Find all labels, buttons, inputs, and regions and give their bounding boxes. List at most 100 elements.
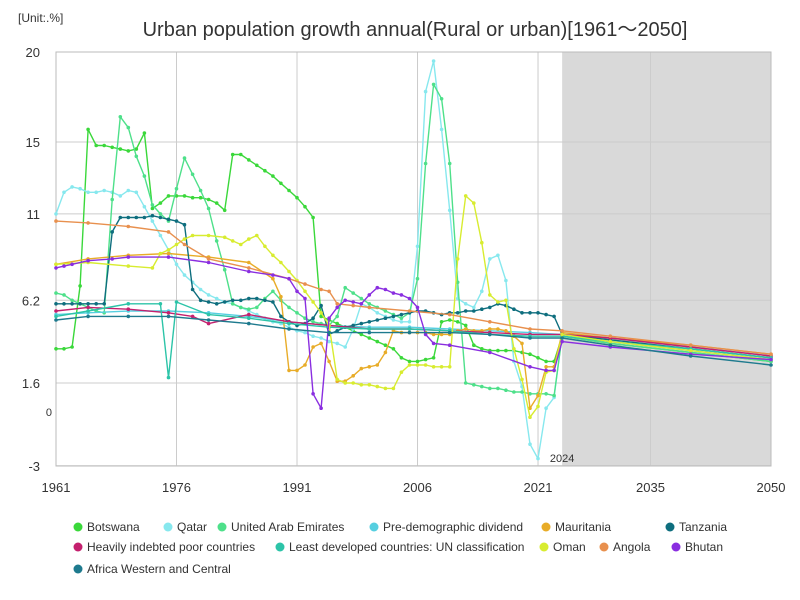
data-point[interactable] [327, 359, 331, 364]
data-point[interactable] [54, 262, 58, 267]
data-point[interactable] [206, 197, 211, 202]
data-point[interactable] [383, 343, 388, 348]
data-point[interactable] [166, 251, 171, 256]
data-point[interactable] [70, 302, 74, 306]
data-point[interactable] [287, 269, 291, 274]
data-point[interactable] [544, 365, 548, 369]
data-point[interactable] [126, 302, 131, 306]
data-point[interactable] [407, 359, 412, 364]
data-point[interactable] [182, 156, 187, 160]
data-point[interactable] [504, 298, 508, 303]
data-point[interactable] [496, 348, 500, 353]
data-point[interactable] [118, 194, 123, 198]
data-point[interactable] [86, 190, 90, 195]
data-point[interactable] [198, 298, 203, 303]
data-point[interactable] [399, 320, 404, 324]
data-point[interactable] [335, 377, 340, 382]
data-point[interactable] [367, 336, 372, 340]
data-point[interactable] [375, 285, 380, 290]
data-point[interactable] [166, 375, 171, 380]
legend-item[interactable]: Tanzania [665, 520, 728, 534]
data-point[interactable] [247, 316, 251, 321]
data-point[interactable] [86, 258, 90, 263]
data-point[interactable] [54, 314, 58, 319]
data-point[interactable] [239, 305, 243, 310]
data-point[interactable] [488, 386, 492, 391]
data-point[interactable] [375, 384, 380, 389]
data-point[interactable] [447, 343, 452, 348]
data-point[interactable] [118, 215, 123, 220]
data-point[interactable] [343, 381, 348, 385]
data-point[interactable] [214, 302, 219, 306]
data-point[interactable] [472, 383, 476, 387]
data-point[interactable] [54, 212, 58, 216]
data-point[interactable] [359, 296, 364, 301]
data-point[interactable] [214, 296, 219, 301]
data-point[interactable] [536, 393, 540, 398]
data-point[interactable] [311, 300, 315, 304]
data-point[interactable] [182, 237, 187, 241]
data-point[interactable] [319, 311, 323, 315]
data-point[interactable] [391, 329, 396, 333]
data-point[interactable] [166, 217, 171, 222]
data-point[interactable] [198, 195, 203, 200]
data-point[interactable] [239, 298, 243, 303]
legend-item[interactable]: Pre-demographic dividend [369, 520, 524, 534]
data-point[interactable] [423, 357, 428, 362]
data-point[interactable] [439, 332, 444, 337]
data-point[interactable] [512, 390, 516, 394]
data-point[interactable] [126, 255, 131, 259]
data-point[interactable] [447, 318, 452, 322]
data-point[interactable] [142, 215, 147, 220]
data-point[interactable] [560, 332, 564, 337]
data-point[interactable] [319, 303, 323, 308]
data-point[interactable] [287, 188, 291, 193]
data-point[interactable] [488, 293, 492, 297]
data-point[interactable] [150, 213, 155, 218]
data-point[interactable] [78, 186, 82, 191]
data-point[interactable] [455, 320, 460, 324]
data-point[interactable] [206, 233, 211, 238]
data-point[interactable] [375, 363, 380, 367]
data-point[interactable] [472, 309, 476, 313]
data-point[interactable] [528, 415, 532, 420]
data-point[interactable] [311, 320, 315, 324]
data-point[interactable] [327, 339, 331, 344]
data-point[interactable] [335, 329, 340, 333]
data-point[interactable] [520, 390, 524, 394]
data-point[interactable] [222, 267, 227, 272]
legend-item[interactable]: Mauritania [541, 520, 612, 534]
data-point[interactable] [447, 312, 452, 317]
data-point[interactable] [319, 287, 323, 292]
data-point[interactable] [455, 311, 460, 315]
data-point[interactable] [70, 262, 74, 267]
legend-item[interactable]: Bhutan [671, 540, 724, 554]
data-point[interactable] [247, 158, 251, 162]
data-point[interactable] [375, 339, 380, 344]
data-point[interactable] [335, 341, 340, 346]
data-point[interactable] [496, 253, 500, 258]
data-point[interactable] [769, 357, 773, 362]
data-point[interactable] [94, 302, 98, 306]
data-point[interactable] [295, 195, 299, 200]
data-point[interactable] [359, 332, 364, 337]
data-point[interactable] [230, 152, 235, 157]
data-point[interactable] [174, 242, 179, 247]
data-point[interactable] [367, 302, 372, 306]
data-point[interactable] [391, 291, 396, 295]
data-point[interactable] [415, 359, 420, 364]
data-point[interactable] [247, 266, 251, 270]
data-point[interactable] [271, 300, 275, 304]
legend-item[interactable]: Heavily indebted poor countries [73, 540, 256, 554]
data-point[interactable] [126, 149, 131, 153]
data-point[interactable] [512, 307, 516, 312]
data-point[interactable] [431, 332, 436, 337]
data-point[interactable] [182, 273, 187, 277]
data-point[interactable] [166, 311, 171, 315]
data-point[interactable] [335, 314, 340, 319]
data-point[interactable] [536, 456, 540, 461]
data-point[interactable] [488, 257, 492, 261]
data-point[interactable] [198, 188, 203, 193]
data-point[interactable] [134, 147, 139, 151]
data-point[interactable] [351, 303, 356, 308]
